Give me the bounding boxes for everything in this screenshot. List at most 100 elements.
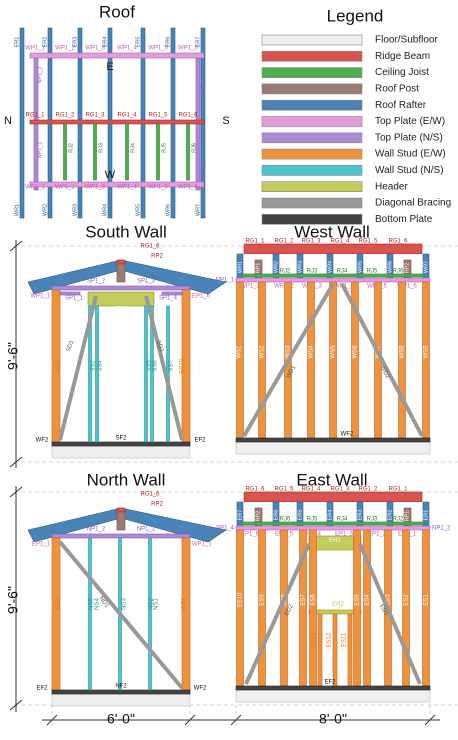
post-label: RP2 (404, 263, 410, 274)
rafter-label: WR6 (165, 204, 171, 216)
plate-label: WP1_1 (30, 294, 50, 300)
joist-label: RJ3 (307, 269, 318, 275)
ridge-label: RG1_1 (388, 487, 408, 493)
legend-label: Wall Stud (N/S) (375, 165, 444, 176)
roof-rafter (19, 27, 25, 219)
wall-stud-ew (236, 281, 244, 439)
rafter-label: WR7 (21, 263, 35, 269)
legend-swatch (261, 148, 363, 160)
wall-stud-ew (422, 529, 430, 687)
rafter-label: ER3 (357, 510, 363, 521)
joist-label: RJ6 (280, 517, 291, 523)
wall-stud-ew (258, 529, 266, 687)
brace-label: ED1 (378, 604, 389, 618)
ridge-label: RG1_3 (330, 487, 350, 493)
wall-stud-ew (307, 281, 315, 439)
bottom-plate (235, 437, 431, 443)
plate-label: EP1_6 (241, 532, 260, 538)
joist-label: RJ6 (191, 143, 197, 153)
joist-label: RJ5 (307, 517, 318, 523)
brace-label: ED2 (284, 603, 295, 617)
plate-label: WP1_4 (117, 46, 137, 52)
dim-tick (9, 486, 23, 498)
rafter-label: ER1 (22, 511, 34, 517)
legend-label: Ceiling Joist (375, 67, 429, 78)
bottom-plate-label: WF2 (341, 432, 354, 438)
stud-label: ES3 (386, 594, 392, 606)
plate-label: WP1_1 (25, 185, 45, 191)
rafter-label: WR1 (201, 511, 215, 517)
stud-label: SS6 (153, 360, 159, 372)
ceiling-joist (241, 521, 425, 526)
rafter-label: WR2 (273, 261, 279, 273)
header-label: EH2 (332, 602, 344, 608)
plate-label: SP1_1 (200, 162, 206, 179)
width-dimension: 6'-0" (107, 711, 135, 727)
ridge-label: RG1_3 (85, 113, 105, 119)
wall-stud-ew (51, 537, 61, 693)
plate-label: WP1_3 (85, 46, 105, 52)
top-plate-ew (29, 181, 205, 188)
rafter-label: ER4 (327, 510, 333, 521)
header-label: SH1 (115, 307, 127, 313)
plate-label: NP1_2 (87, 527, 106, 533)
ceiling-joist (93, 123, 97, 181)
ridge-label: RG1_4 (117, 113, 137, 119)
plate-label: EP1_2 (368, 532, 387, 538)
dim-tick (9, 240, 23, 252)
rafter-label: WR3 (297, 261, 303, 273)
brace-label: WD2 (379, 365, 391, 380)
ridge-label: RG1_2 (55, 113, 75, 119)
stud-label: ES1 (56, 598, 62, 610)
header (308, 535, 362, 551)
rafter-label: ER7 (195, 37, 201, 48)
diagonal-brace (340, 283, 424, 437)
ridge-label: RG1_5 (148, 113, 168, 119)
height-dimension: 9'-6" (5, 342, 21, 370)
joist-label: RJ6 (393, 269, 404, 275)
diagonal-brace (358, 543, 422, 685)
floor (51, 445, 191, 459)
wall-stud-ns (95, 305, 99, 443)
legend-swatch (261, 99, 363, 111)
rafter-label: ER7 (237, 510, 243, 521)
header-label: EH1 (329, 538, 341, 544)
rafter-label: WR7 (195, 204, 201, 216)
rafter-label: ER4 (102, 37, 108, 48)
plate-label: SP1_3 (137, 279, 156, 285)
ridge-label: RG1_6 (178, 113, 198, 119)
wall-stud-ew (402, 529, 410, 687)
stud-label: SS7 (169, 360, 175, 372)
wall-stud-ew (258, 281, 266, 439)
post-label: RP2 (255, 511, 261, 522)
rafter-label: ER5 (297, 510, 303, 521)
joist-label: RJ2 (280, 269, 291, 275)
legend-label: Floor/Subfloor (375, 35, 438, 46)
stud-label: ES1 (424, 594, 430, 606)
plate-label: WP1_4 (117, 185, 137, 191)
rafter-label: WR5 (357, 261, 363, 273)
roof-post (116, 509, 126, 531)
stud-label: WS5 (331, 345, 337, 359)
stud-label: WS9 (424, 345, 430, 359)
wall-stud-ns (150, 305, 154, 443)
west-wall-title: West Wall (294, 222, 370, 241)
joist-label: RJ4 (337, 269, 348, 275)
bottom-plate (51, 441, 191, 447)
legend-swatch (261, 50, 363, 62)
ridge-label: RG1_6 (245, 487, 265, 493)
legend-label: Diagonal Bracing (375, 198, 451, 209)
compass-n: N (4, 115, 12, 127)
wall-stud-ew (347, 613, 353, 687)
legend-label: Roof Rafter (375, 100, 427, 111)
top-plate-ns (59, 291, 81, 296)
ridge-label: RG1_4 (301, 487, 321, 493)
roof-post (116, 261, 126, 283)
legend-swatch (261, 181, 363, 192)
legend-swatch (261, 132, 363, 144)
plate-label: WP1_6 (178, 46, 198, 52)
legend-swatch (261, 67, 363, 78)
stud-label: WS1 (182, 597, 188, 611)
top-plate-ew (29, 52, 205, 59)
